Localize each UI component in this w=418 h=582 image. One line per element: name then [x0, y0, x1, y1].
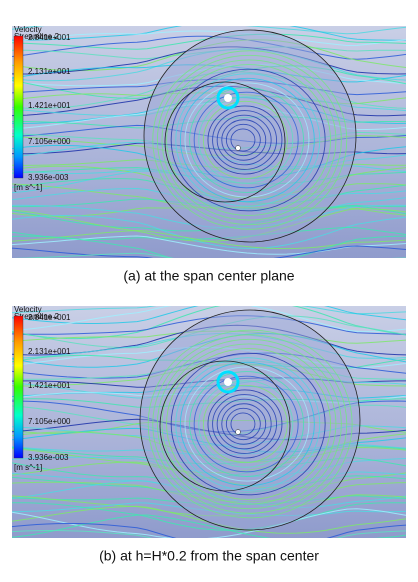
swirl [230, 128, 256, 152]
outer-circle [139, 309, 361, 531]
streamline [12, 315, 406, 335]
legend-label: 2.841e+001 [28, 313, 71, 322]
legend-subtitle: Streamline 2 [14, 312, 59, 321]
caption: (b) at h=H*0.2 from the span center [99, 548, 319, 564]
legend-subtitle: Streamline 2 [14, 32, 59, 41]
flow-image [12, 26, 406, 258]
legend-title: Velocity [14, 25, 42, 34]
streamline [12, 306, 406, 315]
swirl [179, 77, 315, 203]
vortex-core [224, 378, 232, 386]
hub [235, 429, 241, 435]
swirl [166, 64, 332, 216]
legend-label: 7.105e+000 [28, 137, 71, 146]
swirl [212, 394, 278, 454]
swirl [193, 91, 299, 189]
inner-circle [164, 81, 286, 203]
legend-unit: [m s^-1] [14, 463, 42, 472]
streamline [12, 502, 406, 531]
swirl [207, 105, 283, 175]
streamline [12, 306, 406, 340]
legend-label: 1.421e+001 [28, 101, 71, 110]
swirl [170, 352, 326, 496]
swirl [189, 87, 305, 193]
caption: (a) at the span center plane [123, 268, 294, 284]
swirl [175, 73, 321, 207]
streamline [12, 530, 406, 538]
streamline [12, 514, 406, 538]
swirl [216, 114, 272, 166]
streamline [12, 523, 406, 538]
swirl [189, 371, 305, 477]
swirl [221, 403, 267, 445]
swirl [225, 123, 261, 157]
outer-circle-fill [140, 310, 360, 530]
swirl [161, 343, 337, 505]
inner-circle [159, 360, 291, 492]
streamline [12, 306, 406, 332]
swirl [161, 59, 337, 221]
swirl [152, 50, 348, 230]
streamline [12, 306, 406, 324]
colorbar [13, 35, 24, 179]
swirl [166, 348, 332, 500]
legend-title: Velocity [14, 305, 42, 314]
streamline [13, 252, 406, 258]
swirl [170, 68, 326, 212]
streamline [12, 35, 406, 60]
streamline [12, 235, 406, 255]
streamline [12, 26, 406, 35]
streamline [12, 235, 406, 258]
swirl [156, 54, 342, 226]
swirl [207, 389, 283, 459]
outer-circle [143, 29, 357, 243]
legend-unit: [m s^-1] [14, 183, 42, 192]
swirl [230, 412, 256, 436]
vortex-core [224, 94, 232, 102]
swirl [175, 357, 321, 491]
legend-label: 2.841e+001 [28, 33, 71, 42]
colorbar [13, 315, 24, 459]
swirl [156, 338, 342, 510]
streamline [12, 508, 406, 538]
swirl [198, 96, 294, 184]
swirl [184, 82, 310, 198]
legend-label: 3.936e-003 [28, 173, 69, 182]
swirl [202, 100, 288, 180]
vortex [216, 370, 240, 394]
legend-label: 1.421e+001 [28, 381, 71, 390]
swirl [225, 407, 261, 441]
swirl [179, 361, 315, 487]
swirl [221, 119, 267, 161]
swirl [202, 384, 288, 464]
legend-label: 3.936e-003 [28, 453, 69, 462]
swirl [198, 380, 294, 468]
swirl [216, 398, 272, 450]
hub [235, 145, 241, 151]
legend-label: 2.131e+001 [28, 67, 71, 76]
streamline [12, 214, 406, 249]
swirl [212, 110, 278, 170]
vortex [216, 86, 240, 110]
streamline [12, 30, 406, 47]
streamline [12, 26, 406, 41]
legend-label: 7.105e+000 [28, 417, 71, 426]
swirl [147, 329, 353, 519]
flow-image [12, 306, 406, 538]
swirl [193, 375, 299, 473]
swirl [184, 366, 310, 482]
streamline [12, 245, 406, 258]
swirl [152, 334, 348, 514]
legend-label: 2.131e+001 [28, 347, 71, 356]
